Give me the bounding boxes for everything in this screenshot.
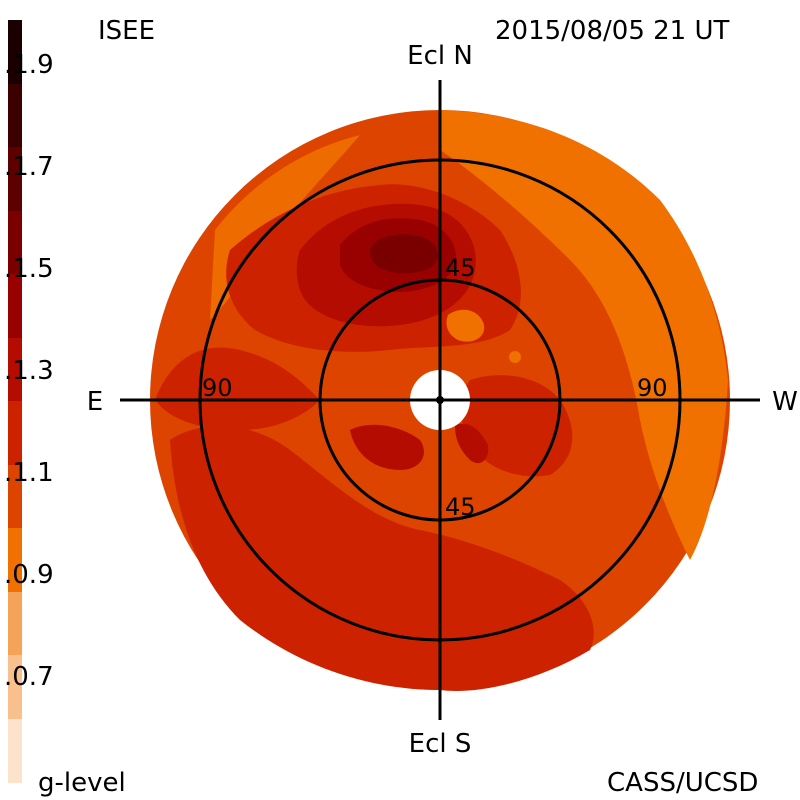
colorbar-segment xyxy=(8,147,22,212)
colorbar-tick: .0.9 xyxy=(4,560,54,590)
colorbar-segment xyxy=(8,591,22,656)
colorbar-segment xyxy=(8,528,22,593)
label-east: E xyxy=(87,387,103,417)
dark-region-center-right xyxy=(455,423,489,464)
light-region-top xyxy=(440,110,728,560)
ring-label-outer-left: 90 xyxy=(202,374,233,402)
colorbar-segment xyxy=(8,274,22,339)
dark-region-inner xyxy=(350,424,424,470)
colorbar-tick: .0.7 xyxy=(4,662,54,692)
colorbar-segment xyxy=(8,464,22,529)
colorbar-tick: .1.7 xyxy=(4,152,54,182)
source-label: ISEE xyxy=(98,16,156,46)
credit-label: CASS/UCSD xyxy=(607,768,759,798)
colorbar-tick: .1.5 xyxy=(4,254,54,284)
colorbar-segment xyxy=(8,718,22,783)
colorbar-segment xyxy=(8,83,22,148)
light-spot-center xyxy=(446,309,485,342)
colorbar-segment xyxy=(8,655,22,720)
colorbar-tick: .1.3 xyxy=(4,356,54,386)
colorbar xyxy=(8,20,22,783)
light-spot-small xyxy=(509,351,521,363)
ring-label-inner-bottom: 45 xyxy=(445,493,476,521)
ring-label-inner-top: 45 xyxy=(445,254,476,282)
colorbar-title: g-level xyxy=(38,768,126,798)
colorbar-segment xyxy=(8,401,22,466)
ring-label-outer-right: 90 xyxy=(637,374,668,402)
colorbar-tick: .1.1 xyxy=(4,458,54,488)
mid-region-left xyxy=(155,347,320,430)
mid-region-lower xyxy=(170,426,594,691)
label-west: W xyxy=(772,387,798,417)
label-north: Ecl N xyxy=(407,41,473,71)
colorbar-segment xyxy=(8,20,22,85)
label-south: Ecl S xyxy=(409,729,472,759)
peak-region-north xyxy=(370,234,438,274)
colorbar-segment xyxy=(8,337,22,402)
light-region-left-top xyxy=(210,135,360,320)
timestamp-label: 2015/08/05 21 UT xyxy=(495,16,730,46)
colorbar-segment xyxy=(8,210,22,275)
colorbar-tick: .1.9 xyxy=(4,50,54,80)
